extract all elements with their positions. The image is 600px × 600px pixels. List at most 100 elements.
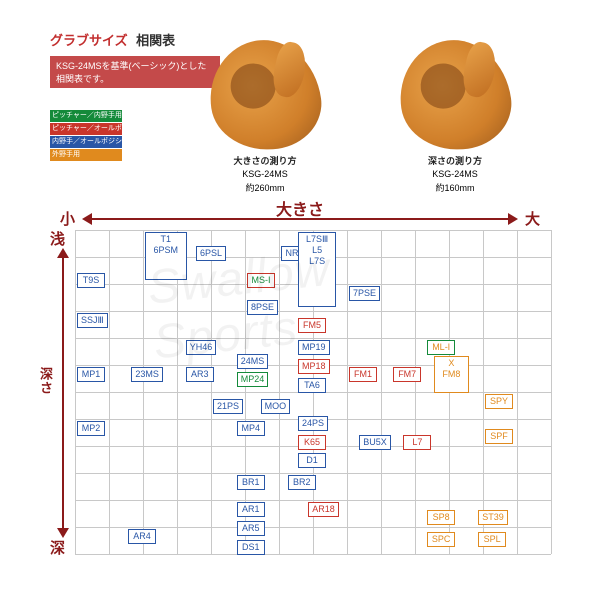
model-chip: 23MS: [131, 367, 163, 382]
glove-image: [393, 33, 517, 157]
chip-label: L7S: [302, 256, 332, 267]
chip-label: AR3: [190, 369, 210, 380]
model-chip: FM5: [298, 318, 326, 333]
axis-size-small: 小: [60, 208, 75, 229]
arrow-up-icon: [57, 248, 69, 258]
model-chip: 24MS: [237, 354, 269, 369]
title-sub: 相関表: [136, 33, 175, 48]
chip-label: MP1: [81, 369, 101, 380]
axis-depth: 浅 深 深さ: [40, 228, 70, 558]
model-chip: 7PSE: [349, 286, 380, 301]
chip-label: FM5: [302, 320, 322, 331]
glove-model: KSG-24MS: [400, 169, 510, 179]
chip-label: D1: [302, 455, 322, 466]
chip-label: 6PSL: [200, 248, 222, 259]
model-chip: SPL: [478, 532, 506, 547]
legend: ピッチャー／内野手用ピッチャー／オールポジション用内野手／オールポジション用外野…: [50, 110, 122, 162]
model-chip: MP18: [298, 359, 330, 374]
axis-depth-shallow: 浅: [50, 228, 65, 249]
glove-caption: 深さの測り方: [400, 154, 510, 167]
chip-label: T1: [149, 234, 183, 245]
model-chip: ML-I: [427, 340, 455, 355]
glove-size: 約260mm: [210, 181, 320, 194]
model-chip: MP2: [77, 421, 105, 436]
axis-depth-deep: 深: [50, 537, 65, 558]
model-chip: 21PS: [213, 399, 243, 414]
chip-label: K65: [302, 437, 322, 448]
legend-swatch: 外野手用: [50, 149, 122, 161]
axis-size-large: 大: [525, 208, 540, 229]
model-chip: FM1: [349, 367, 377, 382]
chip-label: L5: [302, 245, 332, 256]
chip-label: FM1: [353, 369, 373, 380]
model-chip: SP8: [427, 510, 455, 525]
model-chip: BU5X: [359, 435, 391, 450]
glove-caption: 大きさの測り方: [210, 154, 320, 167]
chip-label: MP2: [81, 423, 101, 434]
chip-label: 8PSE: [251, 302, 274, 313]
chip-label: 24PS: [302, 418, 324, 429]
model-chip: FM7: [393, 367, 421, 382]
chip-label: SPC: [431, 534, 451, 545]
model-chip: MOO: [261, 399, 291, 414]
subtitle-bar: KSG-24MSを基準(ベーシック)とした相関表です。: [50, 56, 220, 88]
chip-label: BR1: [241, 477, 261, 488]
model-chip: T16PSM: [145, 232, 187, 280]
chip-label: TA6: [302, 380, 322, 391]
axis-size: 大きさ 小 大: [50, 200, 550, 224]
chip-label: AR5: [241, 523, 261, 534]
model-chip: 6PSL: [196, 246, 226, 261]
model-chip: 24PS: [298, 416, 328, 431]
chip-label: MP19: [302, 342, 326, 353]
model-chip: SPY: [485, 394, 513, 409]
chip-label: ST39: [482, 512, 504, 523]
correlation-grid: T16PSM6PSLNRAT9SMS-IL7SⅢL5L7S7PSESSJⅢ8PS…: [75, 230, 551, 554]
chip-label: 23MS: [135, 369, 159, 380]
model-chip: MP24: [237, 372, 269, 387]
chip-label: SPL: [482, 534, 502, 545]
model-chip: DS1: [237, 540, 265, 555]
chip-label: ML-I: [431, 342, 451, 353]
legend-swatch: ピッチャー／内野手用: [50, 110, 122, 122]
glove-size-illustration: 大きさの測り方 KSG-24MS 約260mm: [210, 40, 320, 194]
legend-item: ピッチャー／オールポジション用: [50, 123, 122, 135]
model-chip: MP1: [77, 367, 105, 382]
chip-label: MOO: [265, 401, 287, 412]
model-chip: MS-I: [247, 273, 275, 288]
chip-label: BU5X: [363, 437, 387, 448]
chip-label: MP24: [241, 374, 265, 385]
chip-label: SPY: [489, 396, 509, 407]
model-chip: BR2: [288, 475, 316, 490]
model-chip: AR4: [128, 529, 156, 544]
legend-item: 外野手用: [50, 149, 122, 161]
model-chip: MP4: [237, 421, 265, 436]
model-chip: YH46: [186, 340, 217, 355]
model-chip: D1: [298, 453, 326, 468]
chip-label: L7SⅢ: [302, 234, 332, 245]
axis-depth-label: 深さ: [36, 367, 55, 395]
chip-label: L7: [407, 437, 427, 448]
chip-label: DS1: [241, 542, 261, 553]
model-chip: AR18: [308, 502, 339, 517]
glove-size: 約160mm: [400, 181, 510, 194]
glove-depth-illustration: 深さの測り方 KSG-24MS 約160mm: [400, 40, 510, 194]
axis-line: [62, 256, 64, 530]
chip-label: SP8: [431, 512, 451, 523]
legend-swatch: 内野手／オールポジション用: [50, 136, 122, 148]
chip-label: 21PS: [217, 401, 239, 412]
model-chip: ST39: [478, 510, 508, 525]
chip-label: FM7: [397, 369, 417, 380]
model-chip: BR1: [237, 475, 265, 490]
chip-label: AR4: [132, 531, 152, 542]
chip-label: BR2: [292, 477, 312, 488]
model-chip: XFM8: [434, 356, 469, 393]
chip-label: AR1: [241, 504, 261, 515]
chip-label: 7PSE: [353, 288, 376, 299]
chip-label: AR18: [312, 504, 335, 515]
chip-label: MP4: [241, 423, 261, 434]
chip-label: FM8: [438, 369, 465, 380]
model-chip: AR3: [186, 367, 214, 382]
model-chip: SPC: [427, 532, 455, 547]
glove-image: [203, 33, 327, 157]
model-chip: AR1: [237, 502, 265, 517]
